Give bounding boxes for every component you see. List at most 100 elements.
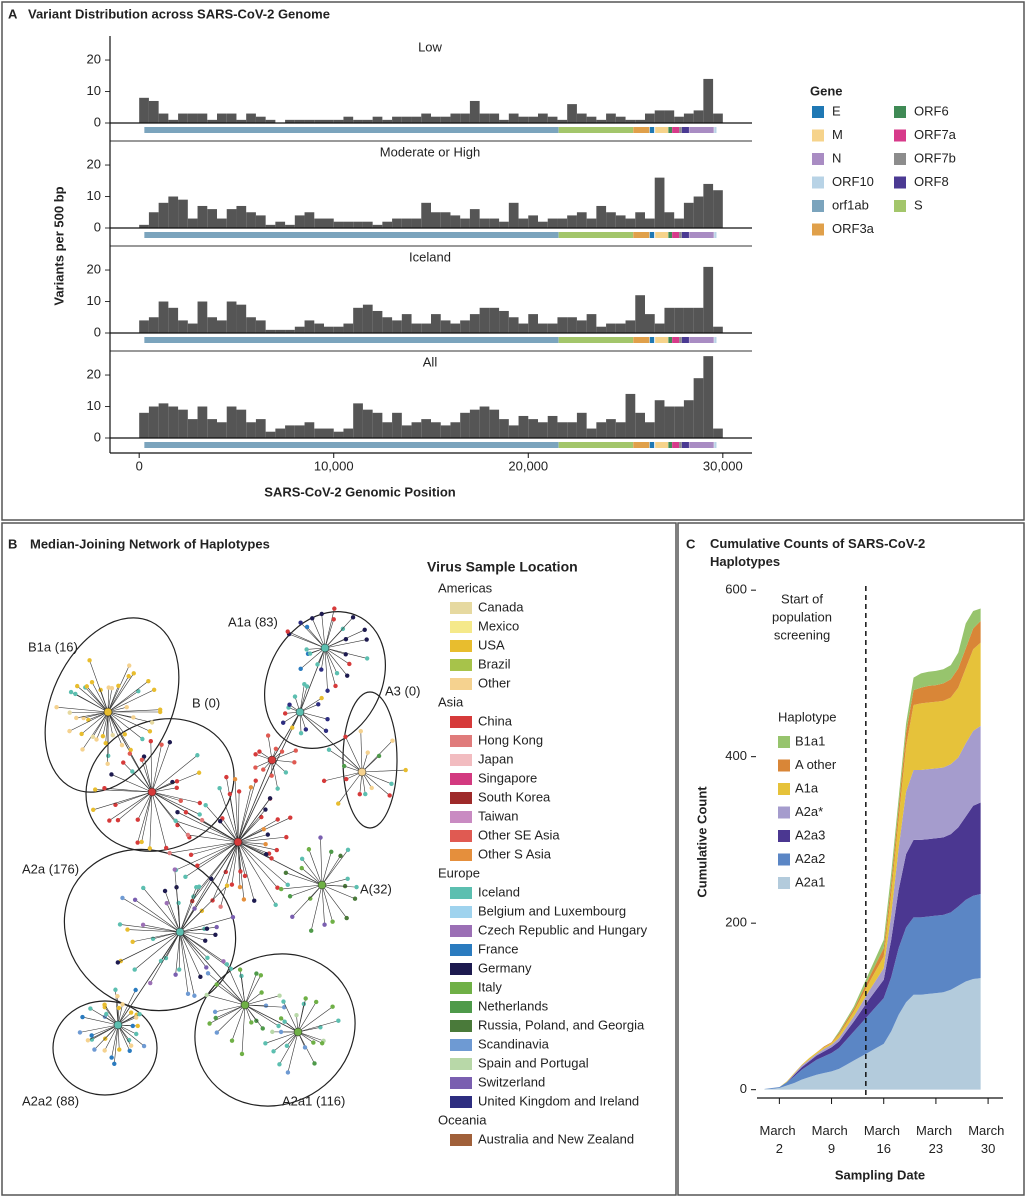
panel-letter: C bbox=[686, 536, 696, 551]
network-node bbox=[249, 1020, 254, 1025]
bar bbox=[217, 218, 227, 228]
bar bbox=[508, 202, 519, 228]
network-node bbox=[227, 791, 233, 797]
bar bbox=[353, 221, 363, 228]
facet-title: Low bbox=[418, 39, 442, 54]
network-node bbox=[315, 662, 320, 667]
bar bbox=[499, 310, 509, 333]
gene-segment bbox=[144, 337, 559, 343]
bar bbox=[460, 113, 470, 123]
legend-label: Other SE Asia bbox=[478, 827, 560, 842]
bar bbox=[217, 113, 227, 123]
legend-swatch bbox=[778, 736, 790, 748]
network-node bbox=[239, 973, 244, 979]
legend-swatch bbox=[778, 830, 790, 842]
legend-label: ORF6 bbox=[914, 103, 949, 118]
legend-label: Germany bbox=[478, 960, 532, 975]
network-edge bbox=[216, 984, 246, 1006]
network-node bbox=[134, 1031, 139, 1037]
bar bbox=[440, 425, 451, 438]
network-edge bbox=[137, 791, 153, 843]
network-node bbox=[185, 991, 191, 997]
bar bbox=[547, 218, 558, 228]
network-edge bbox=[91, 682, 109, 713]
bar bbox=[528, 419, 538, 438]
bar bbox=[362, 119, 373, 123]
bar bbox=[713, 428, 723, 438]
network-edge bbox=[141, 791, 153, 843]
network-node bbox=[130, 769, 135, 774]
panel-b-frame bbox=[1, 522, 677, 1196]
network-node bbox=[389, 781, 394, 787]
legend-swatch bbox=[450, 849, 472, 861]
network-node bbox=[132, 897, 138, 902]
network-node bbox=[214, 924, 219, 930]
network-node bbox=[121, 760, 126, 765]
network-node bbox=[94, 737, 99, 742]
network-node bbox=[273, 902, 278, 908]
network-node bbox=[299, 865, 304, 871]
network-edge bbox=[179, 931, 206, 941]
bar bbox=[440, 116, 451, 123]
bar bbox=[178, 320, 188, 333]
network-node bbox=[298, 666, 303, 672]
network-node bbox=[128, 1043, 134, 1048]
bar bbox=[645, 422, 655, 438]
network-node bbox=[135, 817, 140, 822]
gene-segment bbox=[689, 442, 714, 448]
network-node bbox=[242, 873, 248, 879]
bar bbox=[674, 218, 684, 228]
legend-swatch bbox=[894, 153, 906, 165]
network-edge bbox=[166, 903, 181, 933]
bar bbox=[664, 110, 675, 123]
network-node bbox=[174, 785, 179, 791]
network-node bbox=[403, 767, 408, 773]
network-edge bbox=[237, 836, 287, 843]
network-edge bbox=[345, 736, 363, 773]
bar bbox=[586, 116, 597, 123]
network-edge bbox=[237, 759, 273, 843]
bar bbox=[703, 78, 714, 123]
network-edge bbox=[324, 647, 348, 676]
bar bbox=[528, 314, 538, 333]
legend-swatch bbox=[450, 887, 472, 899]
bar bbox=[324, 218, 334, 228]
network-edge bbox=[244, 1004, 299, 1033]
network-edge bbox=[237, 841, 255, 901]
network-edge bbox=[231, 1004, 246, 1041]
gene-segment bbox=[144, 442, 559, 448]
network-node bbox=[127, 1048, 132, 1053]
legend-label: France bbox=[478, 941, 518, 956]
network-edge bbox=[107, 676, 129, 713]
legend-label: ORF7b bbox=[914, 150, 956, 165]
network-edge bbox=[283, 1001, 299, 1033]
network-edge bbox=[215, 1004, 246, 1019]
network-node bbox=[91, 807, 96, 813]
bar bbox=[333, 119, 344, 123]
network-node bbox=[183, 874, 188, 880]
network-hub bbox=[357, 767, 367, 777]
bar bbox=[489, 307, 500, 333]
network-node bbox=[333, 683, 338, 689]
bar bbox=[469, 409, 480, 438]
network-edge bbox=[175, 841, 239, 871]
bar bbox=[314, 119, 324, 123]
bar bbox=[479, 218, 490, 228]
network-edge bbox=[107, 689, 155, 713]
network-edge bbox=[96, 711, 109, 740]
network-edge bbox=[321, 878, 348, 886]
network-node bbox=[329, 849, 334, 854]
gene-segment bbox=[679, 337, 682, 343]
bar bbox=[285, 329, 295, 333]
network-node bbox=[287, 702, 292, 707]
network-node bbox=[259, 990, 264, 995]
network-edge bbox=[177, 811, 239, 843]
network-edge bbox=[151, 744, 162, 793]
network-edge bbox=[134, 931, 181, 970]
legend-swatch bbox=[812, 223, 824, 236]
legend-group: Asia bbox=[438, 694, 464, 709]
bar bbox=[450, 215, 461, 228]
network-node bbox=[319, 667, 324, 672]
bar bbox=[382, 119, 393, 123]
bar bbox=[294, 119, 305, 123]
